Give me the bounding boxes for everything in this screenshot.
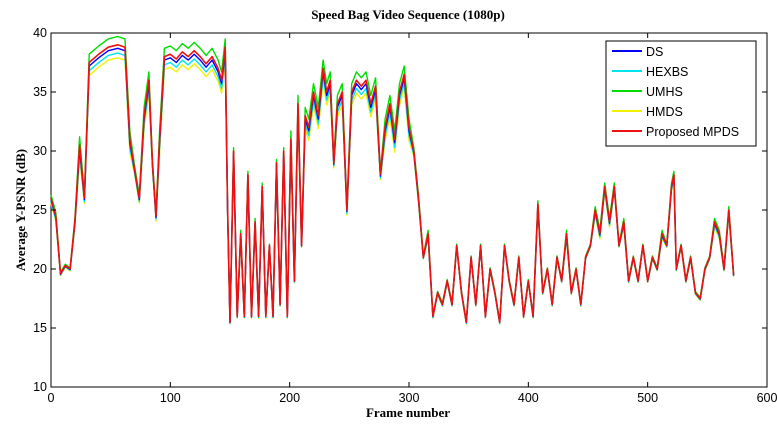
y-axis-label: Average Y-PSNR (dB): [13, 149, 28, 271]
legend-label: HMDS: [646, 105, 683, 119]
x-tick-label: 400: [518, 391, 539, 405]
series-line-proposed-mpds: [50, 43, 735, 323]
y-tick-label: 15: [33, 321, 47, 335]
legend-label: Proposed MPDS: [646, 125, 739, 139]
y-tick-label: 20: [33, 262, 47, 276]
legend: DS HEXBS UMHS HMDS Proposed MPDS: [605, 40, 757, 147]
legend-label: DS: [646, 45, 663, 59]
series-layer: [50, 35, 735, 325]
x-axis-label: Frame number: [366, 405, 450, 420]
ticks-layer: 0 100 200 300 400 500 600 10 15 20 25 30 35 40: [33, 26, 777, 405]
x-tick-label: 300: [399, 391, 420, 405]
chart-title: Speed Bag Video Sequence (1080p): [311, 7, 505, 22]
legend-label: UMHS: [646, 85, 683, 99]
y-tick-label: 30: [33, 144, 47, 158]
y-tick-label: 40: [33, 26, 47, 40]
x-tick-label: 100: [160, 391, 181, 405]
x-tick-label: 500: [637, 391, 658, 405]
y-tick-label: 35: [33, 85, 47, 99]
legend-box: [605, 40, 757, 147]
y-tick-label: 10: [33, 380, 47, 394]
x-tick-label: 0: [48, 391, 55, 405]
y-tick-label: 25: [33, 203, 47, 217]
legend-label: HEXBS: [646, 65, 688, 79]
x-tick-label: 200: [279, 391, 300, 405]
x-tick-label: 600: [757, 391, 777, 405]
legend-items: DS HEXBS UMHS HMDS Proposed MPDS: [612, 45, 739, 139]
